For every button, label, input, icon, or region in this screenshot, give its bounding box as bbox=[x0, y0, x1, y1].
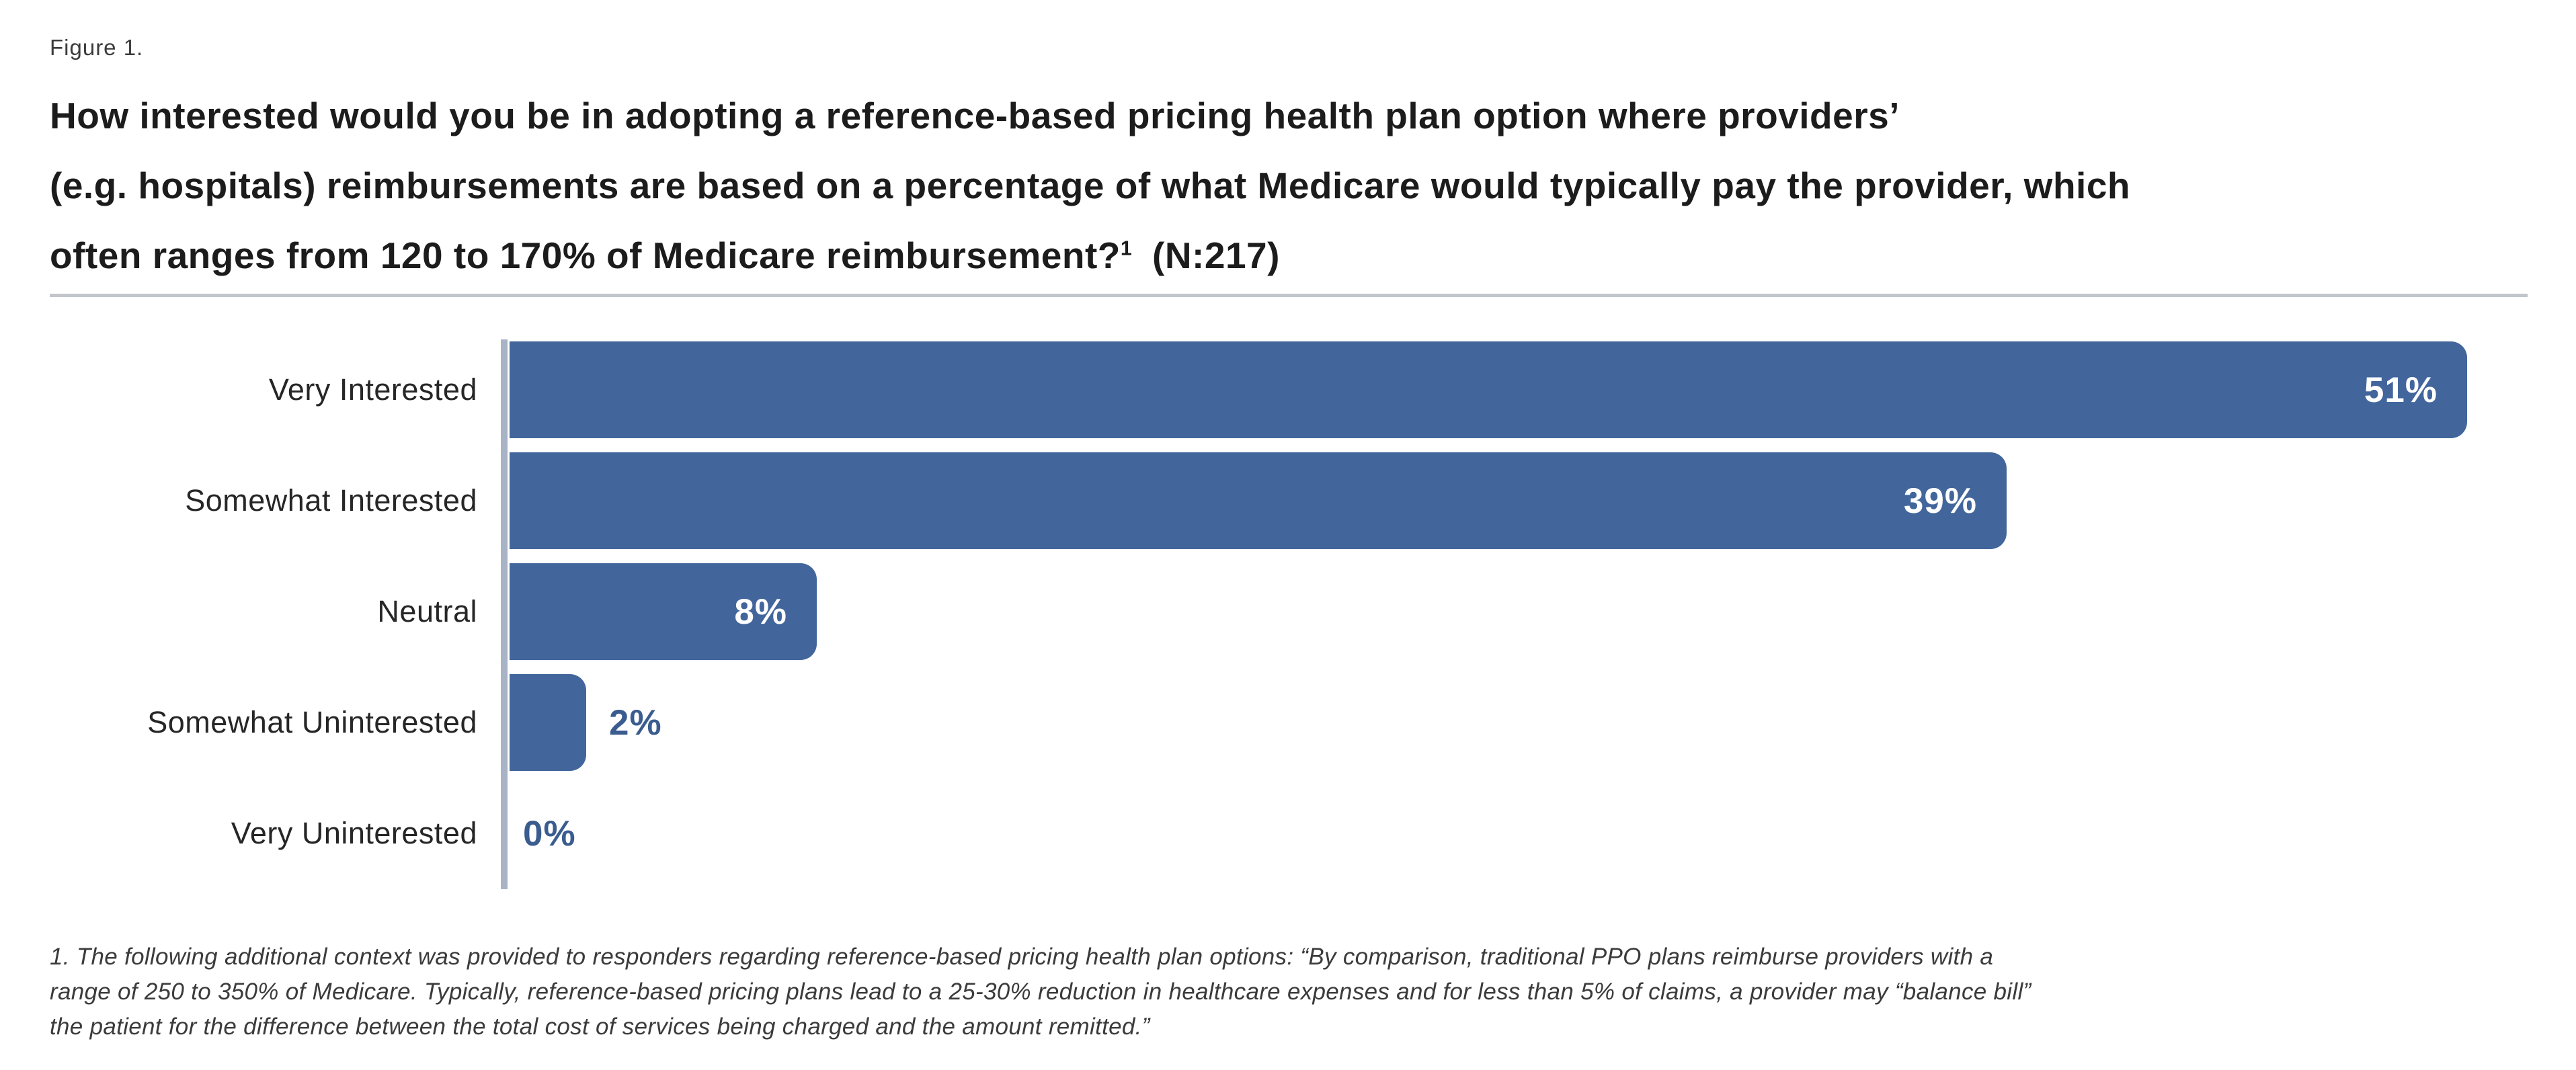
value-label: 0% bbox=[523, 813, 576, 854]
bar-chart: Very Interested 51% Somewhat Interested 39%… bbox=[0, 339, 2576, 891]
bar: 8% bbox=[510, 563, 817, 660]
y-axis-line bbox=[501, 339, 508, 889]
footnote-line1: 1. The following additional context was … bbox=[50, 944, 1994, 970]
value-label: 8% bbox=[734, 591, 787, 632]
footnote: 1. The following additional context was … bbox=[50, 940, 2550, 1044]
footnote-marker: 1 bbox=[1120, 237, 1133, 260]
value-label: 51% bbox=[2364, 370, 2438, 410]
chart-row: Very Uninterested 0% bbox=[0, 785, 2576, 882]
category-label: Very Interested bbox=[268, 372, 477, 407]
category-label: Very Uninterested bbox=[231, 816, 477, 850]
chart-row: Very Interested 51% bbox=[0, 341, 2576, 438]
value-label: 39% bbox=[1903, 481, 1977, 521]
category-label: Neutral bbox=[377, 594, 477, 628]
chart-title-line3: often ranges from 120 to 170% of Medicar… bbox=[50, 235, 1121, 276]
chart-row: Neutral 8% bbox=[0, 563, 2576, 660]
bar: 51% bbox=[510, 341, 2467, 438]
value-label: 2% bbox=[609, 702, 662, 743]
chart-title-line2: (e.g. hospitals) reimbursements are base… bbox=[50, 165, 2131, 206]
chart-row: Somewhat Interested 39% bbox=[0, 452, 2576, 549]
footnote-line3: the patient for the difference between t… bbox=[50, 1014, 1150, 1040]
bar: 39% bbox=[510, 452, 2007, 549]
chart-row: Somewhat Uninterested 2% bbox=[0, 674, 2576, 771]
sample-size: (N:217) bbox=[1141, 235, 1280, 276]
footnote-line2: range of 250 to 350% of Medicare. Typica… bbox=[50, 979, 2031, 1005]
category-label: Somewhat Interested bbox=[185, 483, 477, 518]
chart-title-line1: How interested would you be in adopting … bbox=[50, 95, 1900, 136]
figure-label: Figure 1. bbox=[50, 35, 144, 60]
chart-title: How interested would you be in adopting … bbox=[50, 81, 2550, 290]
title-divider bbox=[50, 294, 2528, 297]
bar bbox=[510, 674, 586, 771]
category-label: Somewhat Uninterested bbox=[147, 705, 477, 739]
